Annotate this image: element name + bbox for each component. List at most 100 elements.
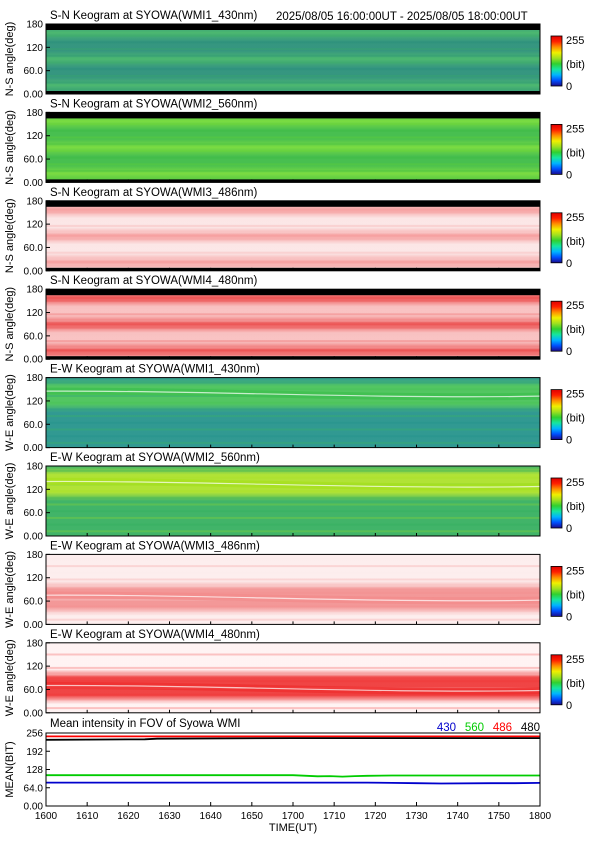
colorbar-min-label: 0 [566,346,572,358]
y-tick-label: 180 [26,196,43,207]
y-tick-label: 64.0 [24,783,44,794]
colorbar-unit-label: (bit) [566,147,585,159]
colorbar-min-label: 0 [566,81,572,93]
keogram-streak [46,585,540,588]
keogram-streak [46,401,540,404]
keogram-streak [46,74,540,77]
colorbar-max-label: 255 [566,35,584,47]
keogram-streak [46,320,540,322]
keogram-background [46,112,540,183]
keogram-streak [46,578,540,581]
keogram-panel-1: S-N Keogram at SYOWA(WMI1_430nm) 0.00 60.0… [4,10,585,101]
keogram-streak [46,54,540,57]
time-range-header: 2025/08/05 16:00:00UT - 2025/08/05 18:00… [276,11,528,23]
keogram-streak [46,388,540,391]
x-axis-label: TIME(UT) [269,822,317,834]
colorbar [550,212,563,264]
keogram-streak [46,163,540,166]
keogram-streak [46,510,540,513]
keogram-streak [46,81,540,84]
keogram-panel-8: E-W Keogram at SYOWA(WMI4_480nm) 0.00 60.0… [4,629,585,720]
y-axis-label: W-E angle(deg) [4,639,16,716]
keogram-streak [46,88,540,91]
y-tick-label: 60.0 [24,331,44,342]
keogram-streak [46,693,540,696]
keogram-panel-6: E-W Keogram at SYOWA(WMI2_560nm) 0.00 60.0… [4,452,585,543]
keogram-panel-5: E-W Keogram at SYOWA(WMI1_430nm) 0.00 60.0… [4,364,585,455]
colorbar-unit-label: (bit) [566,236,585,248]
x-tick-label: 1700 [282,811,305,822]
keogram-streak [46,428,540,431]
keogram-streak [46,156,540,159]
keogram-streak [46,218,540,221]
keogram-image [46,112,540,183]
y-tick-label: 0.00 [24,90,44,101]
keogram-streak [46,605,540,608]
colorbar-min-label: 0 [566,258,572,270]
keogram-image [46,200,540,271]
y-tick-label: 120 [26,573,43,584]
colorbar-unit-label: (bit) [566,59,585,71]
aurora-arc-core [46,390,540,398]
colorbar-max-label: 255 [566,389,584,401]
colorbar-min-label: 0 [566,700,572,712]
keogram-streak [46,707,540,710]
keogram-streak [46,618,540,621]
y-tick-label: 180 [26,108,43,119]
keogram-streak [46,68,540,71]
keogram-streak [46,470,540,472]
keogram-streak [46,496,540,499]
y-tick-label: 180 [26,20,43,31]
keogram-background [46,466,540,536]
x-tick-label: 1800 [529,811,552,822]
keogram-image [46,24,540,94]
mean-intensity-panel: Mean intensity in FOV of Syowa WMI 480 486… [4,718,552,834]
keogram-edge-band [46,24,540,30]
x-tick-label: 1730 [405,811,428,822]
legend-entry-486: 486 [493,722,512,734]
x-tick-label: 1620 [117,811,140,822]
keogram-streak [46,61,540,64]
x-tick-label: 1650 [241,811,264,822]
keogram-streak [46,48,540,51]
y-tick-label: 180 [26,373,43,384]
y-tick-label: 0.00 [24,266,44,277]
x-tick-label: 1630 [158,811,181,822]
y-tick-label: 120 [26,396,43,407]
y-tick-label: 0.00 [24,532,44,543]
colorbar-min-label: 0 [566,435,572,447]
y-axis-label: W-E angle(deg) [4,463,16,540]
keogram-panels: S-N Keogram at SYOWA(WMI1_430nm) 0.00 60.0… [4,10,585,719]
keogram-streak [46,326,540,329]
colorbar-max-label: 255 [566,212,584,224]
colorbar [550,566,563,617]
keogram-streak [46,571,540,574]
keogram-panel-4: S-N Keogram at SYOWA(WMI4_480nm) 0.00 60.0… [4,275,585,366]
x-tick-label: 1750 [488,811,511,822]
colorbar [550,477,563,529]
aurora-arc-core [46,480,540,488]
keogram-streak [46,565,540,568]
keogram-streak [46,612,540,614]
series-line-480 [45,737,540,741]
colorbar-max-label: 255 [566,123,584,135]
keogram-background [46,554,540,625]
y-axis-label: MEAN(BIT) [4,741,16,797]
y-tick-label: 0.00 [24,802,44,813]
keogram-streak [46,408,540,411]
y-axis-label: N-S angle(deg) [4,22,16,97]
keogram-streak [46,653,540,656]
keogram-panel-3: S-N Keogram at SYOWA(WMI3_486nm) 0.00 60.0… [4,187,585,277]
colorbar-min-label: 0 [566,523,572,535]
keogram-title: S-N Keogram at SYOWA(WMI3_486nm) [50,187,257,199]
keogram-background [46,200,540,271]
keogram-image [46,466,540,536]
keogram-streak [46,258,540,261]
colorbar [550,124,563,175]
keogram-streak [46,353,540,356]
keogram-streak [46,265,540,268]
keogram-streak [46,129,540,132]
colorbar-unit-label: (bit) [566,413,585,425]
keogram-image [46,377,540,448]
